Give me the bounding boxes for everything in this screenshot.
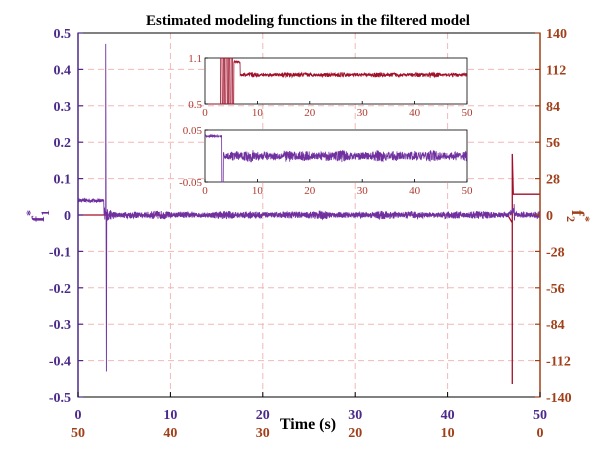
tick-label-right: 84 <box>546 100 560 115</box>
tick-label-right: 0 <box>546 209 553 224</box>
y-axis-label-left: f1* <box>23 210 52 222</box>
inset-series-line <box>205 57 468 105</box>
tick-label-left: -0.3 <box>49 318 71 333</box>
tick-label-right: -28 <box>546 245 565 260</box>
inset-tick-label-x: 20 <box>304 107 316 119</box>
tick-label-left: 0.4 <box>54 63 72 78</box>
tick-label-left: -0.5 <box>49 391 71 406</box>
tick-label-left: 0 <box>64 209 71 224</box>
inset-tick-label-y: 1.1 <box>188 53 202 65</box>
chart-title: Estimated modeling functions in the filt… <box>146 13 470 29</box>
tick-label-x: 10 <box>163 408 177 423</box>
tick-label-right: -84 <box>546 318 565 333</box>
x-axis-label: Time (s) <box>280 416 336 433</box>
inset-tick-label-x: 40 <box>409 107 421 119</box>
inset-frame <box>204 57 468 105</box>
tick-label-x: 50 <box>533 408 547 423</box>
y-axis-label-right: f2* <box>564 210 593 222</box>
y-axis-label-left-base: f <box>28 215 48 222</box>
tick-label-x: 0 <box>75 408 82 423</box>
tick-label-right: 140 <box>546 27 567 42</box>
tick-label-left: 0.5 <box>54 27 72 42</box>
inset-upper-f2: 0 10 20 30 40 50 0.5 1.1 <box>188 53 473 119</box>
right-y-ticks: -140 -112 -84 -56 -28 0 28 56 84 112 140 <box>535 27 572 406</box>
inset-tick-label-x: 30 <box>357 107 369 119</box>
tick-label-left: 0.1 <box>54 173 72 188</box>
tick-label-left: -0.1 <box>49 245 71 260</box>
tick-label-right: -56 <box>546 282 565 297</box>
y-axis-label-right-sub: 2 <box>564 216 578 222</box>
series-line-f1 <box>77 43 541 372</box>
inset-series-line <box>204 133 468 183</box>
tick-label-x-secondary: 30 <box>256 426 270 441</box>
inset-tick-label-x: 0 <box>202 185 208 197</box>
tick-label-right: 112 <box>546 63 566 78</box>
tick-label-left: 0.3 <box>54 100 72 115</box>
x-ticks: 0 50 10 40 20 30 30 20 40 10 50 0 <box>71 392 547 441</box>
tick-label-x: 40 <box>441 408 455 423</box>
y-axis-label-right-sup: * <box>579 216 593 222</box>
left-y-ticks: -0.5 -0.4 -0.3 -0.2 -0.1 0 0.1 0.2 0.3 0.4 0.5 <box>49 27 83 406</box>
inset-tick-label-x: 10 <box>252 185 264 197</box>
inset-lower-f1: 0 10 20 30 40 50 -0.05 0.05 <box>179 125 473 197</box>
tick-label-right: -112 <box>546 355 571 370</box>
inset-tick-label-y: 0.5 <box>188 99 202 111</box>
tick-label-x-secondary: 20 <box>348 426 362 441</box>
y-axis-label-left-sup: * <box>23 210 37 216</box>
tick-label-x-secondary: 10 <box>441 426 455 441</box>
tick-label-left: -0.2 <box>49 282 71 297</box>
tick-label-x: 20 <box>256 408 270 423</box>
tick-label-x-secondary: 40 <box>163 426 177 441</box>
tick-label-x-secondary: 50 <box>71 426 85 441</box>
main-series-group <box>77 43 541 384</box>
inset-tick-label-x: 40 <box>409 185 421 197</box>
inset-tick-label-x: 30 <box>357 185 369 197</box>
tick-label-left: -0.4 <box>49 355 71 370</box>
tick-label-x: 30 <box>348 408 362 423</box>
tick-label-x-secondary: 0 <box>537 426 544 441</box>
inset-tick-label-x: 10 <box>252 107 264 119</box>
y-axis-label-left-sub: 1 <box>38 210 52 216</box>
inset-tick-label-y: -0.05 <box>179 177 202 189</box>
inset-tick-label-x: 50 <box>462 107 474 119</box>
inset-tick-label-y: 0.05 <box>183 125 203 137</box>
inset-tick-label-x: 20 <box>304 185 316 197</box>
tick-label-right: -140 <box>546 391 572 406</box>
inset-tick-label-x: 0 <box>202 107 208 119</box>
tick-label-right: 28 <box>546 173 560 188</box>
tick-label-left: 0.2 <box>54 136 72 151</box>
inset-tick-label-x: 50 <box>462 185 474 197</box>
y-axis-label-right-base: f <box>568 210 588 217</box>
tick-label-right: 56 <box>546 136 560 151</box>
